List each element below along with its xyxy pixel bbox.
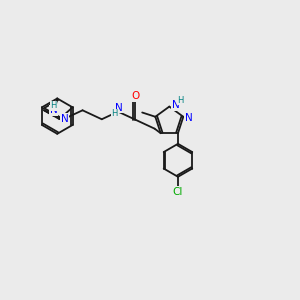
Text: H: H [111,109,118,118]
Text: H: H [177,96,184,105]
Text: N: N [61,114,69,124]
Text: N: N [172,100,180,110]
Text: O: O [131,92,140,101]
Text: N: N [50,106,58,116]
Text: N: N [185,113,193,123]
Text: N: N [115,103,123,112]
Text: H: H [50,101,57,110]
Text: Cl: Cl [173,187,183,196]
